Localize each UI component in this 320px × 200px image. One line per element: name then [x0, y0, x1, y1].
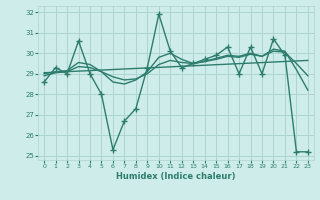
X-axis label: Humidex (Indice chaleur): Humidex (Indice chaleur): [116, 172, 236, 181]
